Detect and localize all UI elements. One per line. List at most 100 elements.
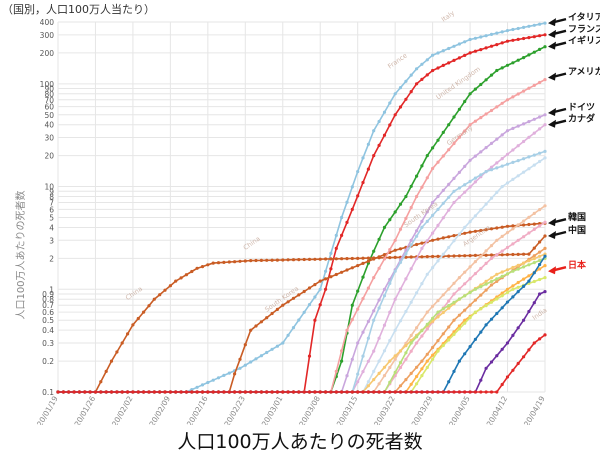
callout-arrow-shaft	[553, 230, 567, 237]
inline-country-label: India	[531, 306, 549, 322]
series-point	[366, 380, 370, 384]
series-point	[495, 272, 499, 276]
series-point	[329, 390, 333, 394]
series-point	[452, 332, 456, 336]
series-point	[398, 365, 403, 370]
inline-country-label: Italy	[440, 9, 456, 24]
series-point	[366, 319, 370, 324]
series-point	[361, 354, 365, 358]
series-point	[516, 124, 520, 128]
series-point	[543, 220, 547, 224]
series-point	[382, 374, 387, 378]
series-point	[318, 287, 322, 291]
series-point	[404, 390, 408, 394]
series-point	[452, 234, 456, 238]
y-tick-label: 3	[49, 236, 54, 245]
series-point	[275, 390, 279, 394]
series-point	[372, 129, 376, 133]
series-point	[447, 245, 451, 250]
series-point	[532, 83, 536, 87]
series-point	[543, 246, 547, 250]
callout-arrow-head	[548, 72, 556, 81]
series-point	[227, 371, 231, 375]
series-point	[527, 120, 531, 124]
series-point	[388, 101, 392, 105]
series-point	[452, 318, 456, 322]
series-point	[447, 195, 451, 199]
x-tick-label: 2020/02/23	[218, 394, 248, 425]
series-point	[238, 390, 242, 394]
series-point	[286, 300, 290, 304]
series-point	[425, 210, 429, 214]
series-point	[409, 184, 413, 188]
series-point	[104, 390, 108, 394]
series-point	[345, 328, 349, 332]
series-line	[58, 157, 546, 393]
series-point	[479, 378, 483, 382]
series-5	[56, 221, 547, 394]
series-point	[361, 330, 365, 334]
series-point	[297, 258, 301, 262]
series-point	[522, 219, 526, 223]
series-point	[431, 231, 435, 235]
series-2	[56, 33, 547, 394]
series-point	[425, 390, 429, 394]
series-point	[463, 352, 467, 356]
series-point	[313, 390, 317, 394]
series-point	[415, 365, 419, 369]
callout: アメリカ	[548, 67, 600, 81]
series-point	[372, 349, 376, 353]
series-point	[500, 270, 504, 274]
series-12	[56, 220, 547, 394]
callout-arrow-shaft	[553, 72, 567, 78]
y-tick-label: 2	[49, 254, 54, 263]
series-point	[409, 73, 413, 77]
series-point	[532, 211, 536, 215]
series-point	[473, 119, 477, 123]
series-point	[441, 236, 445, 240]
series-point	[457, 313, 461, 317]
series-point	[473, 36, 477, 40]
series-point	[372, 276, 376, 280]
series-point	[388, 380, 392, 384]
series-point	[120, 390, 124, 394]
series-point	[431, 166, 435, 171]
series-point	[463, 308, 467, 312]
series-point	[447, 306, 451, 310]
series-point	[447, 235, 451, 239]
series-point	[489, 168, 494, 172]
series-point	[441, 332, 445, 336]
series-point	[511, 227, 515, 231]
series-point	[398, 227, 403, 231]
callout-arrow-shaft	[553, 29, 567, 35]
series-point	[457, 186, 461, 190]
series-point	[206, 380, 210, 385]
series-point	[511, 333, 515, 337]
x-tick-label: 2020/03/22	[367, 394, 397, 425]
series-point	[500, 274, 504, 278]
series-point	[307, 257, 312, 261]
series-point	[356, 307, 360, 311]
series-point	[174, 279, 178, 283]
series-point	[543, 264, 547, 268]
series-point	[291, 390, 296, 394]
series-point	[377, 371, 381, 375]
series-point	[409, 349, 413, 353]
series-point	[516, 26, 520, 31]
series-point	[500, 225, 504, 229]
series-point	[527, 279, 531, 283]
series-point	[366, 286, 370, 290]
series-point	[366, 336, 370, 340]
series-point	[200, 383, 205, 387]
series-point	[516, 174, 520, 178]
callout: ドイツ	[548, 102, 595, 117]
series-point	[447, 380, 451, 384]
series-point	[479, 390, 483, 394]
series-point	[500, 101, 504, 105]
callout-label: ドイツ	[568, 102, 595, 113]
series-line	[58, 222, 546, 393]
series-point	[505, 63, 510, 67]
series-point	[131, 323, 135, 327]
series-point	[388, 390, 392, 394]
series-point	[163, 390, 167, 394]
